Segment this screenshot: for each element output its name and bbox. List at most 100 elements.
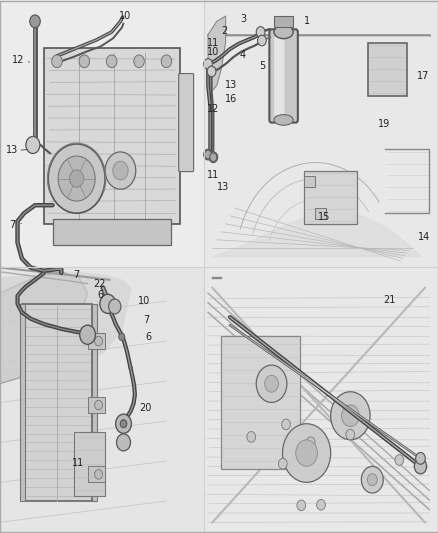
Circle shape	[395, 455, 404, 465]
Circle shape	[205, 150, 212, 159]
FancyBboxPatch shape	[88, 466, 105, 482]
Text: 1: 1	[304, 17, 310, 26]
Circle shape	[116, 414, 131, 433]
Circle shape	[79, 55, 89, 68]
FancyBboxPatch shape	[274, 16, 293, 27]
FancyBboxPatch shape	[179, 74, 194, 172]
Polygon shape	[0, 272, 88, 384]
Circle shape	[52, 55, 62, 68]
Circle shape	[258, 35, 266, 46]
FancyBboxPatch shape	[221, 336, 300, 469]
Circle shape	[120, 420, 127, 427]
Circle shape	[48, 144, 105, 213]
Circle shape	[95, 400, 102, 410]
Text: 10: 10	[207, 47, 219, 57]
Circle shape	[342, 405, 359, 426]
FancyBboxPatch shape	[0, 266, 204, 533]
Circle shape	[256, 27, 265, 37]
Circle shape	[106, 55, 117, 68]
Text: 13: 13	[225, 80, 237, 90]
Circle shape	[80, 325, 95, 344]
FancyBboxPatch shape	[53, 219, 171, 245]
Circle shape	[209, 152, 218, 163]
FancyBboxPatch shape	[315, 208, 326, 219]
FancyBboxPatch shape	[0, 0, 204, 266]
Ellipse shape	[274, 25, 293, 39]
Circle shape	[95, 336, 102, 346]
FancyBboxPatch shape	[204, 266, 438, 533]
Circle shape	[26, 136, 40, 154]
FancyBboxPatch shape	[92, 304, 97, 501]
FancyBboxPatch shape	[204, 0, 438, 266]
Text: 19: 19	[378, 119, 391, 128]
FancyBboxPatch shape	[88, 397, 105, 413]
Circle shape	[204, 149, 212, 160]
FancyBboxPatch shape	[269, 29, 298, 123]
Circle shape	[279, 458, 287, 469]
Text: 13: 13	[6, 146, 18, 155]
Text: 22: 22	[94, 279, 106, 288]
FancyBboxPatch shape	[44, 48, 180, 224]
Text: 4: 4	[239, 50, 245, 60]
Circle shape	[58, 156, 95, 201]
Polygon shape	[208, 16, 226, 96]
FancyBboxPatch shape	[20, 304, 25, 501]
FancyBboxPatch shape	[74, 432, 105, 496]
Text: 10: 10	[138, 296, 151, 306]
Circle shape	[95, 470, 102, 479]
Ellipse shape	[274, 115, 293, 125]
Circle shape	[105, 152, 136, 189]
Text: 3: 3	[240, 14, 246, 23]
Text: 20: 20	[139, 403, 152, 413]
Text: 7: 7	[9, 220, 15, 230]
Circle shape	[134, 55, 144, 68]
Circle shape	[367, 474, 377, 486]
Text: 21: 21	[384, 295, 396, 304]
FancyBboxPatch shape	[304, 176, 315, 187]
Text: 13: 13	[217, 182, 230, 191]
Circle shape	[416, 453, 425, 464]
Circle shape	[70, 170, 84, 187]
Circle shape	[283, 424, 331, 482]
Text: 11: 11	[72, 458, 84, 467]
Text: 6: 6	[98, 290, 104, 300]
Text: 10: 10	[119, 11, 131, 21]
Circle shape	[117, 434, 131, 451]
Circle shape	[296, 440, 318, 466]
Text: 16: 16	[225, 94, 237, 103]
Polygon shape	[0, 272, 131, 370]
Text: 11: 11	[207, 38, 219, 47]
Circle shape	[204, 59, 212, 69]
FancyBboxPatch shape	[368, 43, 407, 96]
Circle shape	[210, 153, 217, 161]
Circle shape	[113, 161, 128, 180]
Text: 12: 12	[12, 55, 25, 64]
Text: 6: 6	[146, 332, 152, 342]
Text: 7: 7	[74, 270, 80, 280]
Text: 14: 14	[418, 232, 430, 242]
Text: 2: 2	[221, 26, 227, 36]
Circle shape	[265, 375, 279, 392]
Circle shape	[317, 499, 325, 510]
Circle shape	[331, 392, 370, 440]
Text: 7: 7	[144, 315, 150, 325]
Circle shape	[247, 432, 256, 442]
Circle shape	[100, 294, 116, 313]
FancyBboxPatch shape	[304, 171, 357, 224]
Circle shape	[306, 437, 315, 448]
Circle shape	[297, 500, 306, 511]
Circle shape	[346, 429, 355, 440]
FancyBboxPatch shape	[274, 36, 284, 116]
Text: 15: 15	[318, 212, 330, 222]
Text: 5: 5	[260, 61, 266, 70]
Circle shape	[120, 419, 127, 428]
Text: 12: 12	[207, 104, 219, 114]
Circle shape	[256, 365, 287, 402]
Circle shape	[361, 466, 383, 493]
Circle shape	[161, 55, 172, 68]
FancyBboxPatch shape	[88, 333, 105, 349]
Circle shape	[119, 333, 125, 341]
Circle shape	[207, 66, 216, 77]
Circle shape	[30, 15, 40, 28]
Circle shape	[109, 299, 121, 314]
